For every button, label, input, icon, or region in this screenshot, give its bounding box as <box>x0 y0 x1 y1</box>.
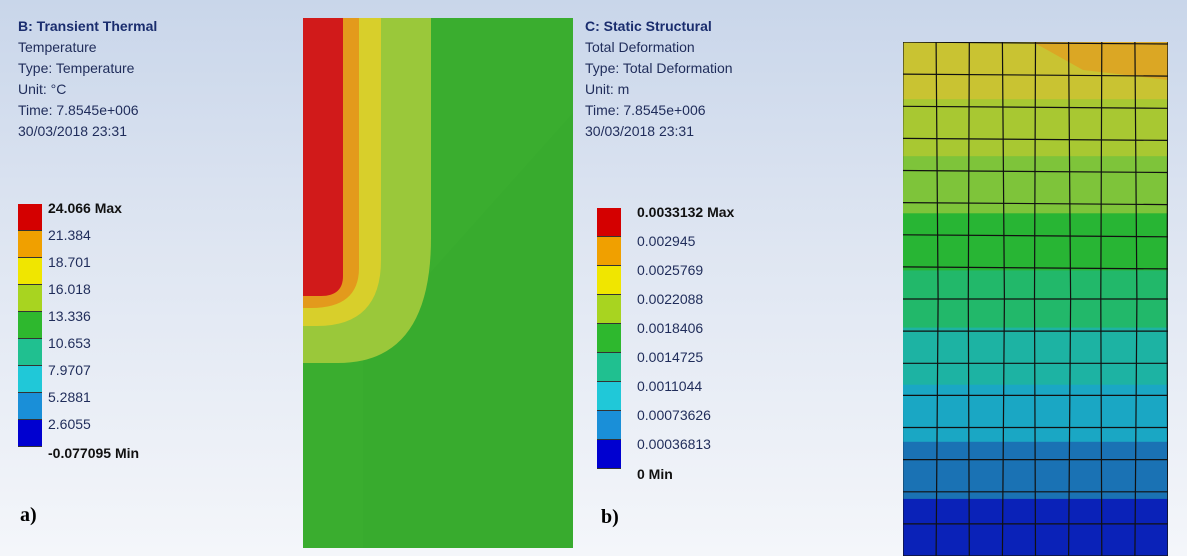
legend-level-label: 0.0014725 <box>637 349 704 365</box>
legend-swatch <box>18 258 42 285</box>
result-type: Type: Total Deformation <box>585 60 733 76</box>
result-unit: Unit: m <box>585 81 630 97</box>
legend-swatch <box>597 440 621 469</box>
result-date: 30/03/2018 23:31 <box>585 123 694 139</box>
legend-swatch <box>18 285 42 312</box>
legend-level-label: 16.018 <box>48 281 91 297</box>
result-time: Time: 7.8545e+006 <box>585 102 706 118</box>
legend-level-label: 0.00073626 <box>637 407 711 423</box>
legend-swatch <box>18 339 42 366</box>
result-date: 30/03/2018 23:31 <box>18 123 127 139</box>
legend-swatch <box>597 353 621 382</box>
result-name: Total Deformation <box>585 39 695 55</box>
legend-level-label: 0.0025769 <box>637 262 704 278</box>
legend-level-label: 13.336 <box>48 308 91 324</box>
legend-swatch <box>597 411 621 440</box>
mesh-max-region <box>1033 42 1168 80</box>
legend-level-label: 18.701 <box>48 254 91 270</box>
thermal-result-panel: B: Transient Thermal Temperature Type: T… <box>0 0 583 556</box>
legend-level-label: 21.384 <box>48 227 91 243</box>
legend-level-label: 0.0018406 <box>637 320 704 336</box>
legend-swatch <box>18 366 42 393</box>
legend-swatch <box>18 231 42 258</box>
analysis-title: B: Transient Thermal <box>18 18 158 34</box>
mesh-row-line <box>903 202 1168 206</box>
result-unit: Unit: °C <box>18 81 67 97</box>
legend-swatch <box>597 208 621 237</box>
legend-swatch <box>597 266 621 295</box>
temperature-contour-plot[interactable] <box>303 18 573 548</box>
legend-color-bar[interactable] <box>18 204 42 447</box>
mesh-row-line <box>903 266 1168 270</box>
deformation-mesh-plot[interactable] <box>903 42 1168 556</box>
legend-level-label: 0.0022088 <box>637 291 704 307</box>
legend-level-label: 2.6055 <box>48 416 91 432</box>
result-info-block: B: Transient Thermal Temperature Type: T… <box>18 16 157 142</box>
legend-swatch <box>597 295 621 324</box>
mesh-row-line <box>903 234 1168 238</box>
legend-swatch <box>18 393 42 420</box>
legend-swatch <box>597 324 621 353</box>
structural-result-panel: C: Static Structural Total Deformation T… <box>575 0 1187 556</box>
legend-level-label: 0.00036813 <box>637 436 711 452</box>
legend-level-label: 5.2881 <box>48 389 91 405</box>
result-time: Time: 7.8545e+006 <box>18 102 139 118</box>
legend-max-label: 24.066 Max <box>48 200 122 216</box>
legend-level-label: 0.0011044 <box>637 378 703 394</box>
legend-level-label: 7.9707 <box>48 362 91 378</box>
legend-swatch <box>18 204 42 231</box>
figure-label-b: b) <box>601 506 619 528</box>
mesh-row-line <box>903 169 1168 174</box>
mesh-row-line <box>903 137 1168 141</box>
legend-swatch <box>18 420 42 447</box>
legend-swatch <box>18 312 42 339</box>
legend-swatch <box>597 237 621 266</box>
contour-region-hot <box>303 18 343 296</box>
legend-level-label: 10.653 <box>48 335 91 351</box>
legend-swatch <box>597 382 621 411</box>
mesh-band <box>903 327 1168 386</box>
legend-min-label: 0 Min <box>637 466 673 482</box>
mesh-row-line <box>903 42 1168 45</box>
legend-color-bar[interactable] <box>597 208 621 469</box>
figure-label-a: a) <box>20 504 37 526</box>
mesh-row-line <box>903 73 1168 77</box>
analysis-title: C: Static Structural <box>585 18 712 34</box>
legend-max-label: 0.0033132 Max <box>637 204 735 220</box>
mesh-grid-lines <box>903 42 1168 556</box>
legend-level-label: 0.002945 <box>637 233 696 249</box>
result-name: Temperature <box>18 39 97 55</box>
legend-min-label: -0.077095 Min <box>48 445 140 461</box>
mesh-band <box>903 213 1168 272</box>
result-type: Type: Temperature <box>18 60 135 76</box>
contour-region-green-shade <box>363 113 573 548</box>
result-info-block: C: Static Structural Total Deformation T… <box>585 16 733 142</box>
mesh-row-line <box>903 105 1168 109</box>
